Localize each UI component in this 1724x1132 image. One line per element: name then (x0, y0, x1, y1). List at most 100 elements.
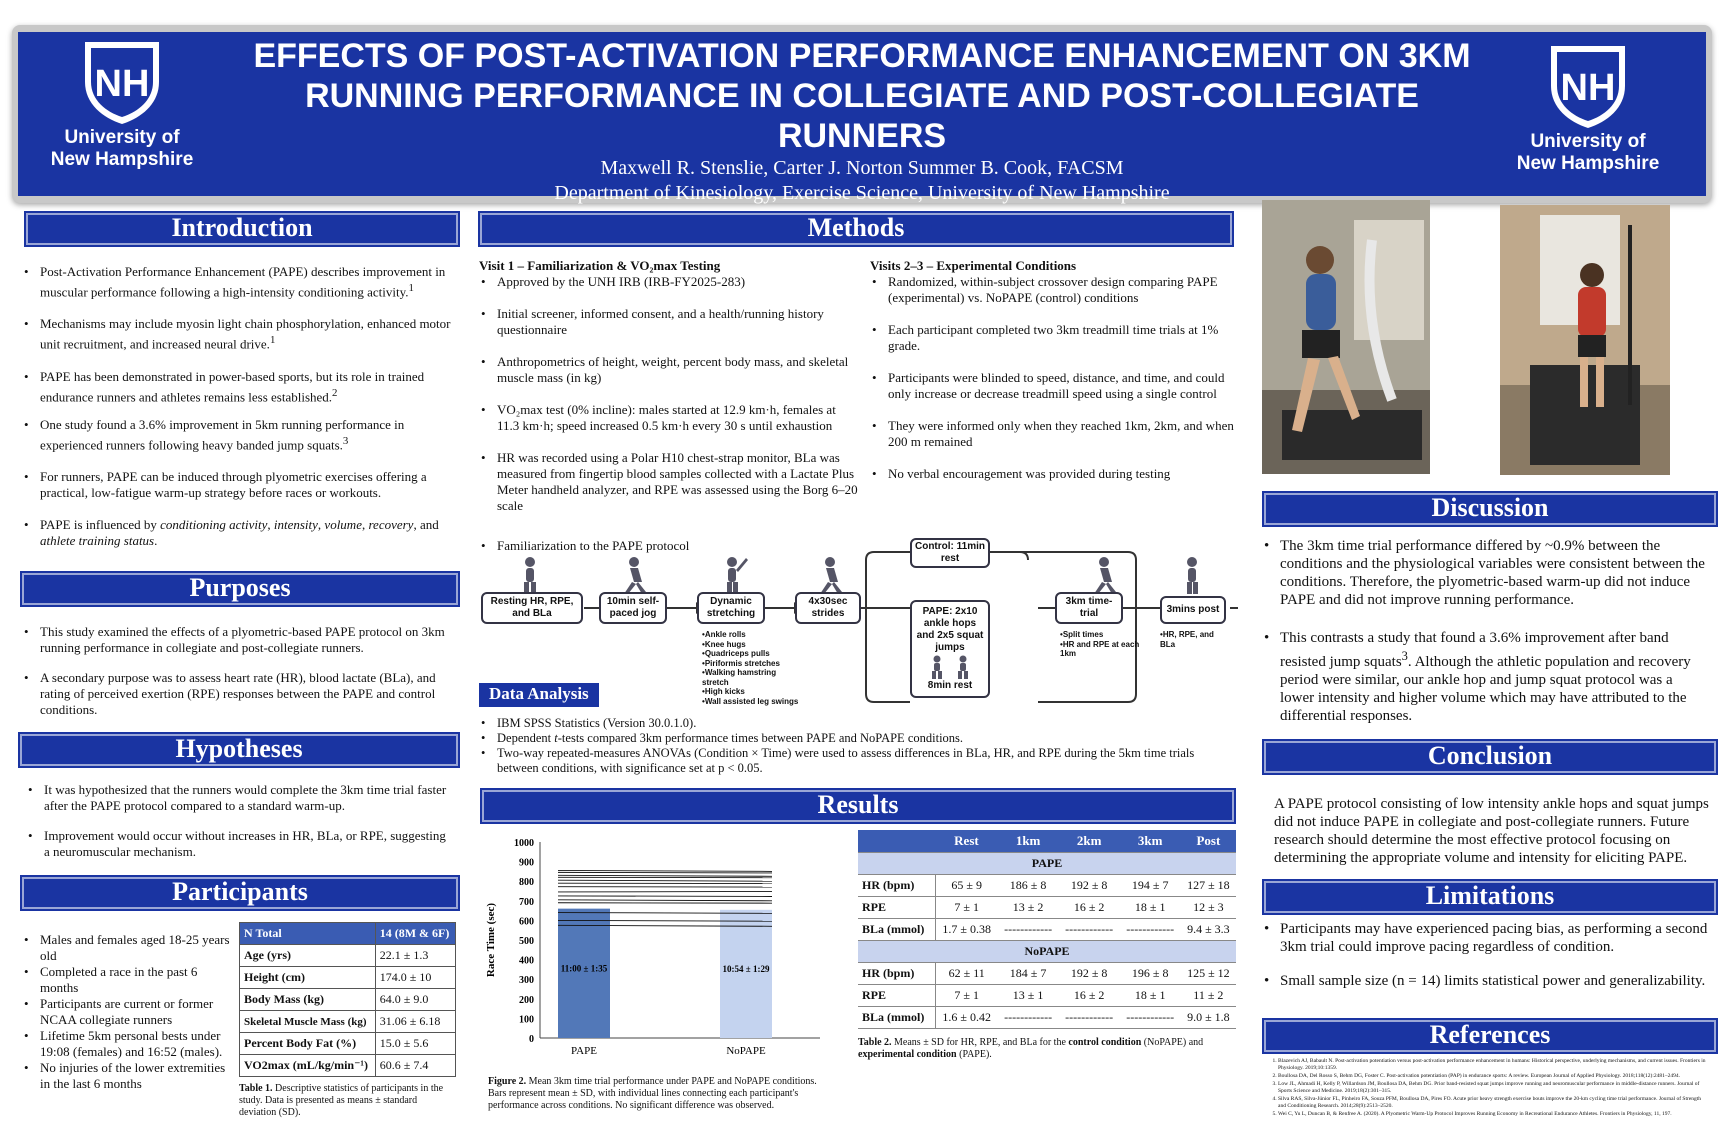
visit2-title: Visits 2–3 – Experimental Conditions (870, 258, 1077, 273)
section-header-purposes: Purposes (20, 571, 460, 607)
section-header-discussion: Discussion (1262, 491, 1718, 527)
nopape-section-row: NoPAPE (858, 940, 1236, 963)
y-tick-label: 0 (529, 1034, 534, 1045)
table-header: 3km (1119, 830, 1181, 853)
table2-caption: Table 2. Means ± SD for HR, RPE, and BLa… (858, 1037, 1204, 1060)
pape-protocol: PAPE: 2x10 ankle hops and 2x5 squat jump… (916, 606, 984, 653)
table-header: Post (1180, 830, 1236, 853)
list-item: No verbal encouragement was provided dur… (870, 466, 1240, 482)
post-measures-list: HR, RPE, and BLa (1160, 630, 1230, 649)
section-header-introduction: Introduction (24, 211, 460, 247)
visit1-title: Visit 1 – Familiarization & VO₂max Testi… (479, 258, 721, 273)
list-item: Participants are current or former NCAA … (22, 996, 236, 1028)
y-tick-label: 400 (519, 956, 534, 967)
participant-line (557, 874, 773, 877)
list-item: They were informed only when they reache… (870, 418, 1240, 450)
participant-line (557, 899, 773, 902)
y-tick-label: 500 (519, 936, 534, 947)
participant-line (557, 869, 773, 872)
runner-icon (524, 557, 536, 594)
flow-step-jog: 10min self-paced jog (599, 592, 667, 624)
squat-icon (958, 655, 968, 679)
y-tick-label: 100 (519, 1014, 534, 1025)
data-analysis-body: IBM SPSS Statistics (Version 30.0.1.0). … (479, 716, 1239, 776)
squat-figures (929, 655, 971, 679)
x-tick-label: NoPAPE (726, 1045, 766, 1057)
section-header-references: References (1262, 1018, 1718, 1054)
list-item: Small sample size (n = 14) limits statis… (1262, 972, 1710, 990)
pape-section-row: PAPE (858, 852, 1236, 875)
discussion-body: The 3km time trial performance differed … (1262, 537, 1710, 725)
treadmill-photo-illustration (1500, 205, 1670, 475)
list-item: Participants may have experienced pacing… (1262, 920, 1710, 956)
results-table: Rest 1km 2km 3km Post PAPE HR (bpm) 65 ± … (858, 830, 1236, 1029)
flow-step-pape: PAPE: 2x10 ankle hops and 2x5 squat jump… (910, 600, 990, 698)
visit1-column: Visit 1 – Familiarization & VO₂max Testi… (479, 258, 859, 554)
y-tick-label: 600 (519, 916, 534, 927)
runner-icon (1187, 557, 1198, 594)
table-row: Skeletal Muscle Mass (kg) 31.06 ± 6.18 (239, 1010, 457, 1033)
section-header-data-analysis: Data Analysis (479, 683, 599, 707)
pape-rest: 8min rest (927, 680, 973, 691)
list-item: PAPE has been demonstrated in power-base… (22, 369, 454, 405)
conclusion-body: A PAPE protocol consisting of low intens… (1274, 796, 1709, 866)
table1-caption: Table 1. Descriptive statistics of parti… (239, 1083, 444, 1118)
table-row: HR (bpm) 62 ± 11 184 ± 7 192 ± 8 196 ± 8 125 … (858, 962, 1236, 985)
reference-item: Blazevich AJ, Babault N. Post-activation… (1278, 1058, 1710, 1072)
list-item: One study found a 3.6% improvement in 5k… (22, 417, 454, 453)
list-item: Participants were blinded to speed, dist… (870, 370, 1240, 402)
table-row: Percent Body Fat (%) 15.0 ± 5.6 (239, 1032, 457, 1055)
list-item: Dependent t-tests compared 3km performan… (479, 731, 1239, 746)
participant-line (557, 879, 773, 882)
table-row: VO2max (mL/kg/min⁻¹) 60.6 ± 7.4 (239, 1054, 457, 1077)
logo-text-line2: New Hampshire (50, 149, 194, 170)
list-item: Approved by the UNH IRB (IRB-FY2025-283) (479, 274, 859, 290)
y-tick-label: 1000 (514, 838, 534, 849)
logo-text-line1: University of (64, 127, 180, 148)
y-tick-label: 800 (519, 877, 534, 888)
table-header (858, 830, 936, 853)
y-tick-label: 900 (519, 858, 534, 869)
list-item: Completed a race in the past 6 months (22, 964, 236, 996)
list-item: Each participant completed two 3km tread… (870, 322, 1240, 354)
list-item: PAPE is influenced by conditioning activ… (22, 517, 454, 549)
reference-item: Low JL, Ahmadi H, Kelly P, Willardson JM… (1278, 1081, 1710, 1095)
table-row: Age (yrs) 22.1 ± 1.3 (239, 944, 457, 967)
list-item: Initial screener, informed consent, and … (479, 306, 859, 338)
unh-shield-icon: NH (85, 42, 159, 124)
table-header: Rest (935, 830, 998, 853)
list-item: Males and females aged 18-25 years old (22, 932, 236, 964)
visit2-column: Visits 2–3 – Experimental Conditions Ran… (870, 258, 1240, 482)
list-item: Randomized, within-subject crossover des… (870, 274, 1240, 306)
participants-table: N Total 14 (8M & 6F) Age (yrs) 22.1 ± 1.3… (239, 922, 457, 1077)
x-tick-label: PAPE (571, 1045, 597, 1057)
treadmill-photo-illustration (1262, 200, 1430, 474)
reference-item: Silva RAS, Silva-Júnior FL, Pinheiro FA,… (1278, 1096, 1710, 1110)
list-item: This study examined the effects of a ply… (22, 624, 454, 656)
flow-step-resting: Resting HR, RPE, and BLa (481, 592, 583, 624)
list-item: A secondary purpose was to assess heart … (22, 670, 454, 718)
unh-shield-icon: NH (1551, 46, 1625, 128)
list-item: Lifetime 5km personal bests under 19:08 … (22, 1028, 236, 1060)
table-header: N Total (239, 922, 376, 945)
table-row: Body Mass (kg) 64.0 ± 9.0 (239, 988, 457, 1011)
participant-line (557, 871, 773, 874)
dynamic-stretch-list: Ankle rolls Knee hugs Quadriceps pulls P… (702, 630, 802, 706)
poster-authors: Maxwell R. Stenslie, Carter J. Norton Su… (600, 157, 1124, 179)
unh-logo-left: NH University of New Hampshire (22, 38, 222, 170)
table-row: RPE 7 ± 1 13 ± 1 16 ± 2 18 ± 1 11 ± 2 (858, 984, 1236, 1007)
list-item: This contrasts a study that found a 3.6%… (1262, 629, 1710, 725)
list-item: It was hypothesized that the runners wou… (26, 782, 454, 814)
list-item: IBM SPSS Statistics (Version 30.0.1.0). (479, 716, 1239, 731)
table-header: 2km (1058, 830, 1120, 853)
squat-icon (932, 655, 942, 679)
section-header-conclusion: Conclusion (1262, 739, 1718, 775)
bar (558, 908, 610, 1038)
table-header: 14 (8M & 6F) (374, 922, 457, 945)
list-item: Mechanisms may include myosin light chai… (22, 316, 454, 352)
list-item: Improvement would occur without increase… (26, 828, 454, 860)
table-row: BLa (mmol) 1.6 ± 0.42 ------------ --------… (858, 1006, 1236, 1029)
runner-icon (820, 557, 842, 594)
section-header-methods: Methods (478, 211, 1234, 247)
logo-text-line2: New Hampshire (1516, 153, 1660, 174)
